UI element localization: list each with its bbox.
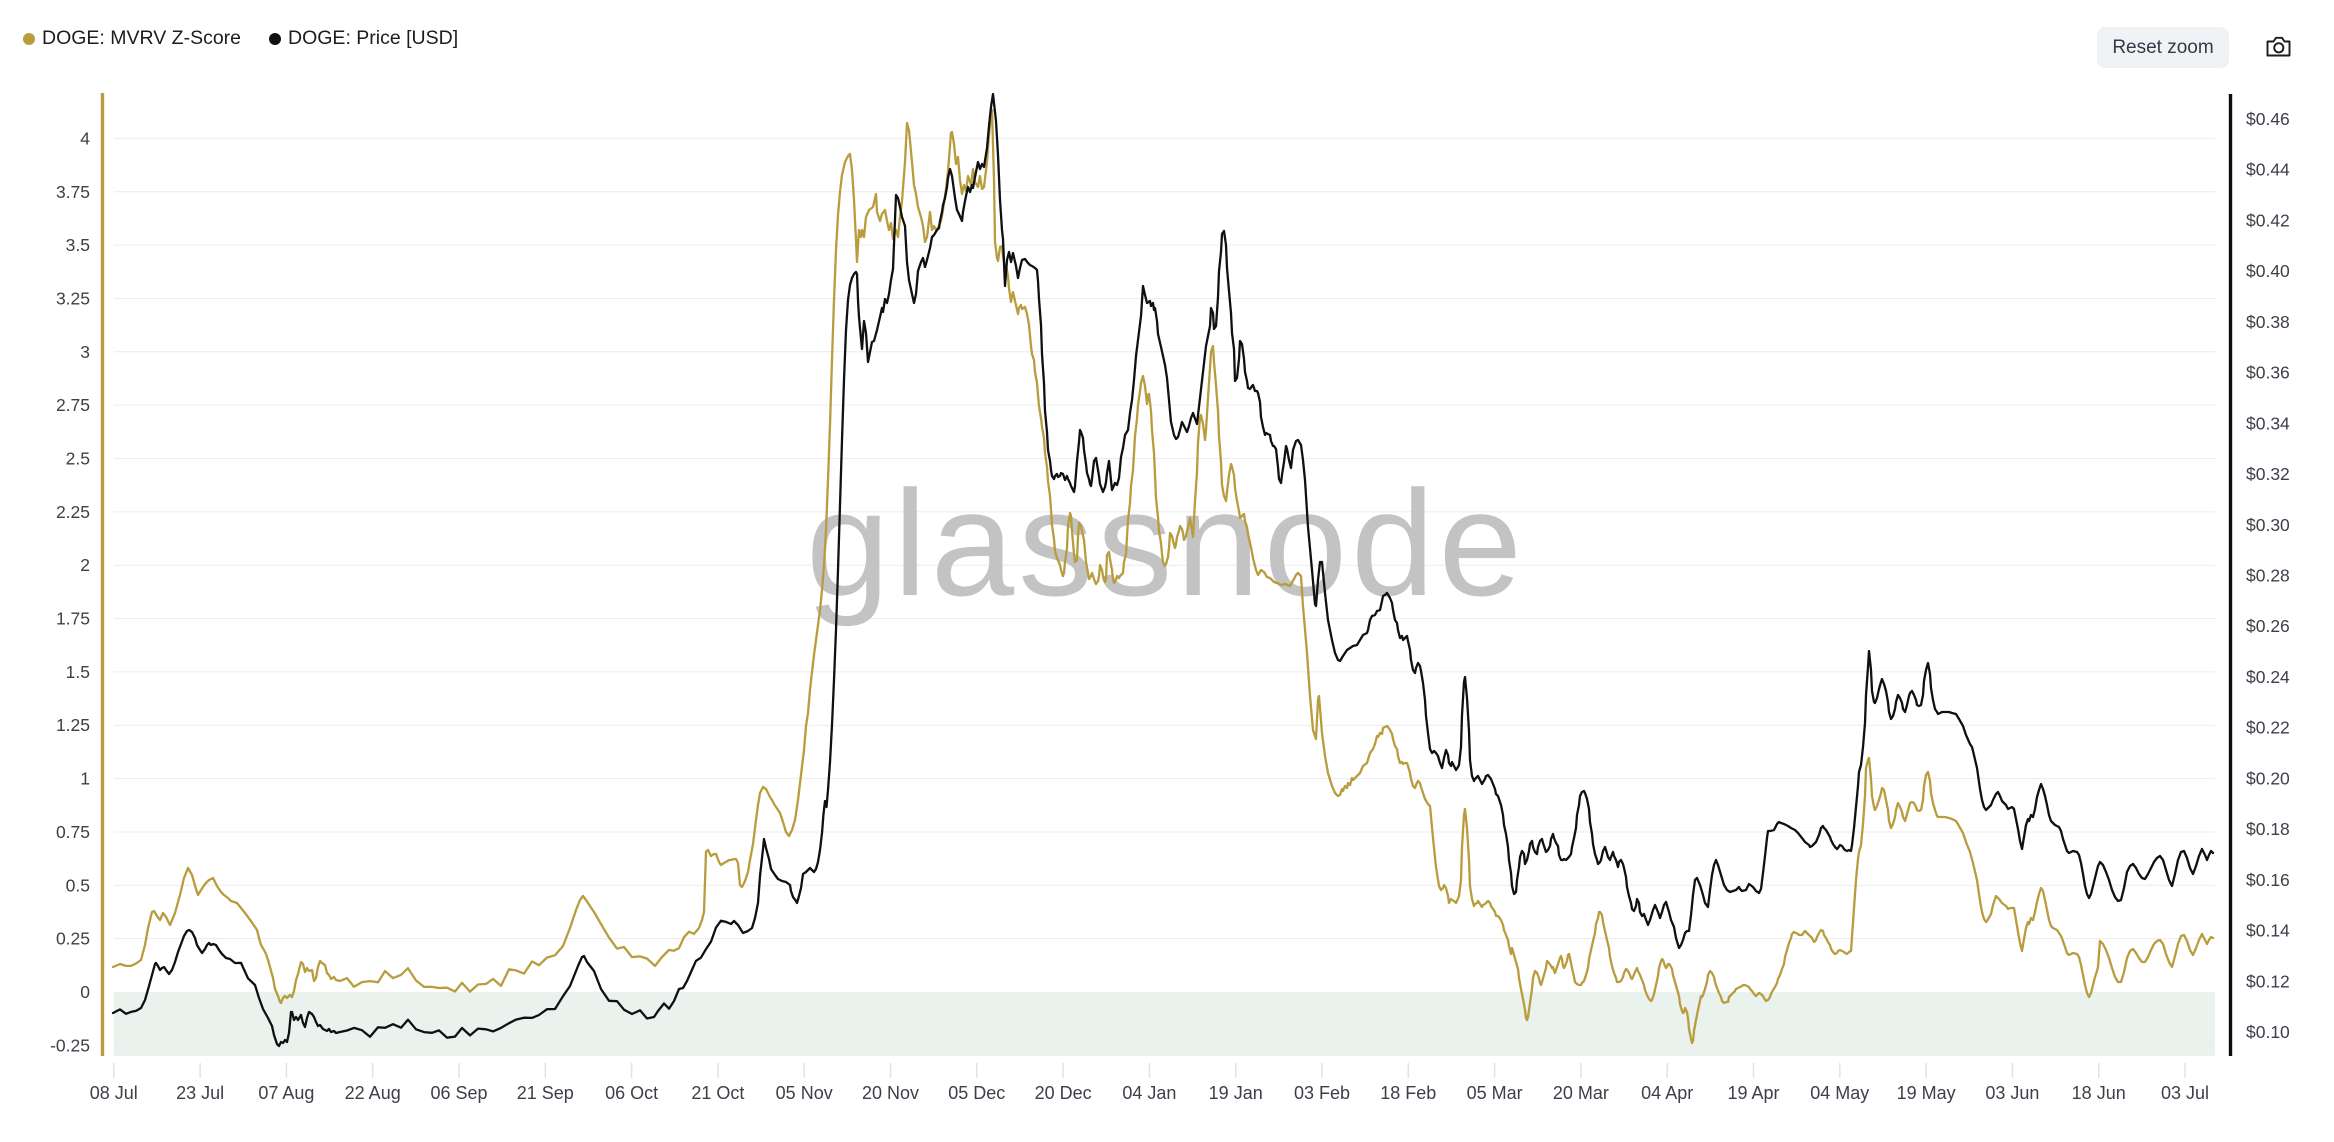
svg-text:$0.20: $0.20 [2246, 768, 2290, 788]
svg-text:07 Aug: 07 Aug [258, 1083, 314, 1103]
svg-text:$0.18: $0.18 [2246, 819, 2290, 839]
svg-text:2.25: 2.25 [56, 502, 90, 522]
svg-text:$0.26: $0.26 [2246, 616, 2290, 636]
svg-text:05 Dec: 05 Dec [948, 1083, 1005, 1103]
svg-text:03 Feb: 03 Feb [1294, 1083, 1350, 1103]
svg-text:$0.28: $0.28 [2246, 566, 2290, 586]
svg-text:glassnode: glassnode [806, 459, 1526, 627]
svg-text:05 Mar: 05 Mar [1467, 1083, 1523, 1103]
svg-text:0.75: 0.75 [56, 822, 90, 842]
svg-text:05 Nov: 05 Nov [776, 1083, 833, 1103]
svg-text:04 May: 04 May [1810, 1083, 1869, 1103]
svg-text:$0.22: $0.22 [2246, 718, 2290, 738]
svg-text:20 Nov: 20 Nov [862, 1083, 919, 1103]
svg-text:3.75: 3.75 [56, 182, 90, 202]
svg-text:0.5: 0.5 [66, 875, 90, 895]
svg-text:06 Sep: 06 Sep [430, 1083, 487, 1103]
svg-text:04 Apr: 04 Apr [1641, 1083, 1693, 1103]
svg-text:19 Jan: 19 Jan [1209, 1083, 1263, 1103]
svg-text:$0.12: $0.12 [2246, 971, 2290, 991]
svg-text:18 Feb: 18 Feb [1380, 1083, 1436, 1103]
svg-text:03 Jul: 03 Jul [2161, 1083, 2209, 1103]
svg-text:$0.24: $0.24 [2246, 667, 2290, 687]
svg-text:04 Jan: 04 Jan [1122, 1083, 1176, 1103]
svg-text:$0.42: $0.42 [2246, 210, 2290, 230]
svg-text:18 Jun: 18 Jun [2072, 1083, 2126, 1103]
svg-text:1.5: 1.5 [66, 662, 90, 682]
svg-text:2: 2 [80, 555, 90, 575]
svg-text:19 May: 19 May [1897, 1083, 1956, 1103]
svg-text:23 Jul: 23 Jul [176, 1083, 224, 1103]
svg-text:4: 4 [80, 128, 90, 148]
svg-text:-0.25: -0.25 [50, 1035, 90, 1055]
svg-text:$0.10: $0.10 [2246, 1022, 2290, 1042]
svg-text:1.75: 1.75 [56, 609, 90, 629]
svg-text:21 Sep: 21 Sep [517, 1083, 574, 1103]
svg-text:0.25: 0.25 [56, 929, 90, 949]
svg-text:20 Mar: 20 Mar [1553, 1083, 1609, 1103]
svg-text:$0.16: $0.16 [2246, 870, 2290, 890]
svg-text:$0.46: $0.46 [2246, 109, 2290, 129]
svg-text:03 Jun: 03 Jun [1985, 1083, 2039, 1103]
svg-text:$0.34: $0.34 [2246, 413, 2290, 433]
svg-text:$0.36: $0.36 [2246, 363, 2290, 383]
svg-text:1: 1 [80, 769, 90, 789]
svg-text:3: 3 [80, 342, 90, 362]
svg-text:2.5: 2.5 [66, 449, 90, 469]
svg-text:$0.40: $0.40 [2246, 261, 2290, 281]
svg-text:21 Oct: 21 Oct [691, 1083, 744, 1103]
svg-text:0: 0 [80, 982, 90, 1002]
svg-text:06 Oct: 06 Oct [605, 1083, 658, 1103]
svg-text:$0.44: $0.44 [2246, 160, 2290, 180]
svg-text:1.25: 1.25 [56, 715, 90, 735]
svg-text:$0.30: $0.30 [2246, 515, 2290, 535]
svg-text:$0.32: $0.32 [2246, 464, 2290, 484]
svg-text:20 Dec: 20 Dec [1035, 1083, 1092, 1103]
svg-text:$0.38: $0.38 [2246, 312, 2290, 332]
svg-text:19 Apr: 19 Apr [1727, 1083, 1779, 1103]
svg-text:2.75: 2.75 [56, 395, 90, 415]
svg-text:08 Jul: 08 Jul [90, 1083, 138, 1103]
svg-text:3.5: 3.5 [66, 235, 90, 255]
svg-text:22 Aug: 22 Aug [345, 1083, 401, 1103]
svg-text:3.25: 3.25 [56, 288, 90, 308]
svg-text:$0.14: $0.14 [2246, 921, 2290, 941]
